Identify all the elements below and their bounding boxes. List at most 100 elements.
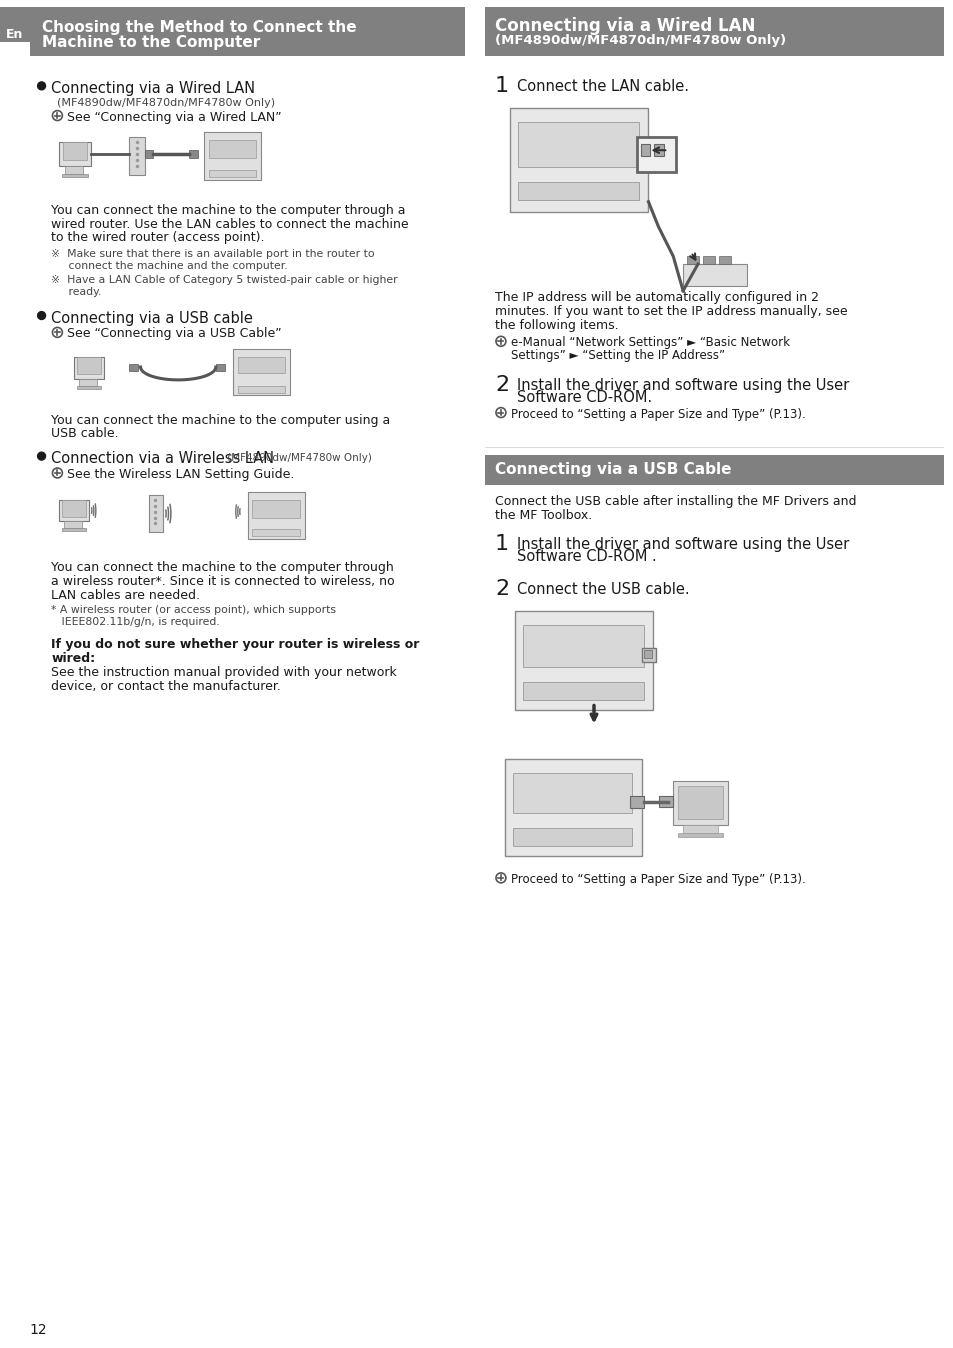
FancyBboxPatch shape xyxy=(247,492,305,539)
Text: See the instruction manual provided with your network: See the instruction manual provided with… xyxy=(51,666,396,679)
Text: minutes. If you want to set the IP address manually, see: minutes. If you want to set the IP addre… xyxy=(495,305,846,318)
Text: Software CD-ROM .: Software CD-ROM . xyxy=(517,549,656,565)
FancyBboxPatch shape xyxy=(209,170,256,177)
Text: IEEE802.11b/g/n, is required.: IEEE802.11b/g/n, is required. xyxy=(51,616,220,627)
FancyBboxPatch shape xyxy=(629,795,643,807)
FancyBboxPatch shape xyxy=(64,522,82,528)
Text: LAN cables are needed.: LAN cables are needed. xyxy=(51,589,200,601)
FancyBboxPatch shape xyxy=(522,625,643,667)
FancyBboxPatch shape xyxy=(484,456,943,485)
Text: (MF4890dw/MF4780w Only): (MF4890dw/MF4780w Only) xyxy=(224,453,372,464)
FancyBboxPatch shape xyxy=(659,795,673,806)
FancyBboxPatch shape xyxy=(77,386,101,388)
FancyBboxPatch shape xyxy=(30,7,465,57)
Text: Connecting via a Wired LAN: Connecting via a Wired LAN xyxy=(495,16,755,35)
FancyBboxPatch shape xyxy=(59,500,89,522)
FancyBboxPatch shape xyxy=(65,166,83,174)
FancyBboxPatch shape xyxy=(63,143,87,160)
FancyBboxPatch shape xyxy=(129,364,137,371)
Text: connect the machine and the computer.: connect the machine and the computer. xyxy=(51,262,288,271)
Text: See “Connecting via a Wired LAN”: See “Connecting via a Wired LAN” xyxy=(68,111,282,124)
Text: Connecting via a USB Cable: Connecting via a USB Cable xyxy=(495,462,731,477)
Text: Connecting via a USB cable: Connecting via a USB cable xyxy=(51,310,253,326)
Text: Install the driver and software using the User: Install the driver and software using th… xyxy=(517,377,848,392)
FancyBboxPatch shape xyxy=(517,182,638,200)
Text: If you do not sure whether your router is wireless or: If you do not sure whether your router i… xyxy=(51,639,419,651)
Text: Connecting via a Wired LAN: Connecting via a Wired LAN xyxy=(51,81,255,96)
Circle shape xyxy=(37,311,46,319)
FancyBboxPatch shape xyxy=(682,264,746,286)
Text: Machine to the Computer: Machine to the Computer xyxy=(42,35,259,50)
Text: to the wired router (access point).: to the wired router (access point). xyxy=(51,232,265,244)
Text: Connect the LAN cable.: Connect the LAN cable. xyxy=(517,80,688,94)
Text: The IP address will be automatically configured in 2: The IP address will be automatically con… xyxy=(495,291,818,303)
Text: (MF4890dw/MF4870dn/MF4780w Only): (MF4890dw/MF4870dn/MF4780w Only) xyxy=(495,35,785,47)
FancyBboxPatch shape xyxy=(129,137,145,175)
FancyBboxPatch shape xyxy=(513,829,631,847)
Text: 2: 2 xyxy=(495,578,509,599)
FancyBboxPatch shape xyxy=(504,759,640,856)
FancyBboxPatch shape xyxy=(79,379,97,386)
Text: You can connect the machine to the computer through a: You can connect the machine to the compu… xyxy=(51,204,406,217)
FancyBboxPatch shape xyxy=(639,144,650,156)
Text: Proceed to “Setting a Paper Size and Type” (P.13).: Proceed to “Setting a Paper Size and Typ… xyxy=(510,407,804,421)
Text: ready.: ready. xyxy=(51,287,102,297)
FancyBboxPatch shape xyxy=(204,132,261,179)
Text: Proceed to “Setting a Paper Size and Type” (P.13).: Proceed to “Setting a Paper Size and Typ… xyxy=(510,874,804,886)
Text: Software CD-ROM.: Software CD-ROM. xyxy=(517,390,651,404)
FancyBboxPatch shape xyxy=(77,357,101,373)
Text: wired:: wired: xyxy=(51,652,95,665)
Text: USB cable.: USB cable. xyxy=(51,427,119,441)
FancyBboxPatch shape xyxy=(149,495,163,532)
FancyBboxPatch shape xyxy=(654,144,663,156)
FancyBboxPatch shape xyxy=(189,150,198,158)
FancyBboxPatch shape xyxy=(678,833,722,837)
Text: ※  Make sure that there is an available port in the router to: ※ Make sure that there is an available p… xyxy=(51,249,375,259)
FancyBboxPatch shape xyxy=(253,530,299,537)
FancyBboxPatch shape xyxy=(59,143,91,166)
FancyBboxPatch shape xyxy=(0,7,30,42)
Text: a wireless router*. Since it is connected to wireless, no: a wireless router*. Since it is connecte… xyxy=(51,576,395,588)
FancyBboxPatch shape xyxy=(509,108,648,212)
FancyBboxPatch shape xyxy=(643,650,652,658)
FancyBboxPatch shape xyxy=(209,140,256,158)
FancyBboxPatch shape xyxy=(515,611,653,709)
FancyBboxPatch shape xyxy=(522,682,643,700)
FancyBboxPatch shape xyxy=(682,825,717,833)
Text: Connect the USB cable.: Connect the USB cable. xyxy=(517,582,689,597)
Text: Connection via a Wireless LAN: Connection via a Wireless LAN xyxy=(51,452,274,466)
FancyBboxPatch shape xyxy=(636,137,676,173)
FancyBboxPatch shape xyxy=(678,786,722,820)
FancyBboxPatch shape xyxy=(517,123,638,167)
Text: * A wireless router (or access point), which supports: * A wireless router (or access point), w… xyxy=(51,605,336,615)
FancyBboxPatch shape xyxy=(513,772,631,813)
FancyBboxPatch shape xyxy=(237,357,285,373)
Text: the MF Toolbox.: the MF Toolbox. xyxy=(495,508,592,522)
FancyBboxPatch shape xyxy=(74,357,104,379)
FancyBboxPatch shape xyxy=(62,528,86,531)
Text: device, or contact the manufacturer.: device, or contact the manufacturer. xyxy=(51,679,281,693)
FancyBboxPatch shape xyxy=(145,150,153,158)
Text: (MF4890dw/MF4870dn/MF4780w Only): (MF4890dw/MF4870dn/MF4780w Only) xyxy=(57,98,275,108)
FancyBboxPatch shape xyxy=(718,256,730,264)
Text: 2: 2 xyxy=(495,375,509,395)
Text: 1: 1 xyxy=(495,534,509,554)
Text: 1: 1 xyxy=(495,75,509,96)
FancyBboxPatch shape xyxy=(62,174,88,177)
FancyBboxPatch shape xyxy=(62,500,86,516)
FancyBboxPatch shape xyxy=(686,256,699,264)
FancyBboxPatch shape xyxy=(233,349,290,395)
FancyBboxPatch shape xyxy=(253,500,299,518)
Text: Settings” ► “Setting the IP Address”: Settings” ► “Setting the IP Address” xyxy=(510,349,724,363)
FancyBboxPatch shape xyxy=(640,648,656,662)
FancyBboxPatch shape xyxy=(673,780,727,825)
Circle shape xyxy=(37,452,46,460)
FancyBboxPatch shape xyxy=(484,7,943,57)
Text: the following items.: the following items. xyxy=(495,318,618,332)
Text: e-Manual “Network Settings” ► “Basic Network: e-Manual “Network Settings” ► “Basic Net… xyxy=(510,337,789,349)
Text: 12: 12 xyxy=(30,1324,48,1337)
Text: Choosing the Method to Connect the: Choosing the Method to Connect the xyxy=(42,19,355,35)
Text: En: En xyxy=(6,28,24,42)
Text: See the Wireless LAN Setting Guide.: See the Wireless LAN Setting Guide. xyxy=(68,468,294,481)
FancyBboxPatch shape xyxy=(215,364,225,371)
